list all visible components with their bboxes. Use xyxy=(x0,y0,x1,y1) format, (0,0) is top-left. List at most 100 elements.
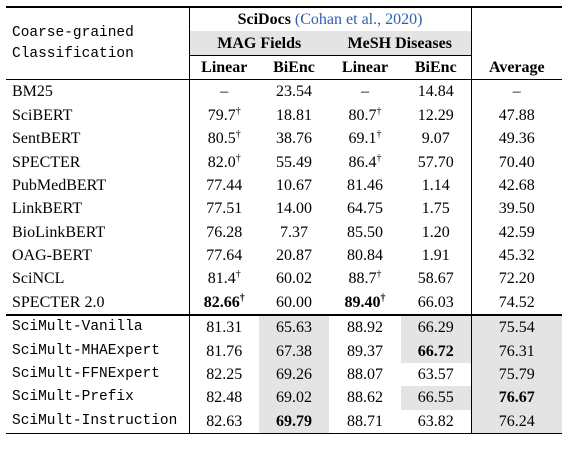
col-header-mesh-linear: Linear xyxy=(341,58,389,76)
cell-mesh-linear: 80.7† xyxy=(348,105,382,124)
cell-mesh-bienc: 63.82 xyxy=(401,409,472,435)
cell-mag-bienc: 7.37 xyxy=(280,223,308,241)
dataset-citation[interactable]: (Cohan et al., 2020) xyxy=(294,11,423,29)
cell-average: 75.54 xyxy=(470,314,563,340)
cell-average: 47.88 xyxy=(470,103,563,127)
model-name: SciMult-Prefix xyxy=(12,389,134,406)
cell-mesh-bienc: 66.72 xyxy=(401,339,472,363)
cell-mesh-linear: 88.7† xyxy=(348,269,382,288)
cell-mesh-bienc: 1.91 xyxy=(421,247,450,265)
table-row: SciMult-FFNExpert 82.25 69.26 88.07 63.5… xyxy=(6,362,563,387)
dagger-mark: † xyxy=(376,105,382,117)
col-header-average: Average xyxy=(470,55,563,80)
col-header-mag-bienc: BiEnc xyxy=(273,58,315,76)
cell-mesh-linear: 64.75 xyxy=(347,200,383,218)
table-row: BM25 – 23.54 – 14.84 – xyxy=(6,79,563,104)
cell-mag-linear: 82.48 xyxy=(188,386,259,410)
cell-mesh-bienc: 66.29 xyxy=(401,314,472,340)
cell-mag-linear: 81.31 xyxy=(188,314,259,340)
cell-mag-bienc: 10.67 xyxy=(276,176,312,194)
cell-average: 70.40 xyxy=(470,150,563,174)
cell-average: 76.31 xyxy=(470,339,563,363)
cell-mesh-linear: 88.92 xyxy=(329,314,401,340)
cell-mesh-linear: 69.1† xyxy=(348,129,382,148)
dagger-mark: † xyxy=(376,152,382,164)
cell-mag-bienc: 60.02 xyxy=(276,270,312,288)
table-row: SPECTER 82.0† 55.49 86.4† 57.70 70.40 xyxy=(6,150,563,174)
cell-mesh-bienc: 1.20 xyxy=(421,223,450,241)
cell-mag-linear: 82.25 xyxy=(188,362,259,387)
cell-mesh-linear: 88.71 xyxy=(329,409,401,435)
cell-mesh-bienc: 9.07 xyxy=(421,130,450,148)
cell-mag-linear: 76.28 xyxy=(188,220,259,244)
cell-average: 72.20 xyxy=(470,267,563,291)
cell-mag-bienc: 14.00 xyxy=(276,200,312,218)
cell-average: 76.24 xyxy=(470,409,563,435)
table-row: SciMult-MHAExpert 81.76 67.38 89.37 66.7… xyxy=(6,339,563,363)
cell-mesh-bienc: 1.75 xyxy=(421,200,450,218)
cell-average: – xyxy=(470,79,563,104)
cell-mesh-linear: 89.40† xyxy=(344,292,386,311)
cell-mesh-linear: 86.4† xyxy=(348,152,382,171)
cell-mag-linear: 81.76 xyxy=(188,339,259,363)
dagger-mark: † xyxy=(239,292,245,304)
dagger-mark: † xyxy=(376,129,382,141)
cell-mag-bienc: 38.76 xyxy=(276,130,312,148)
table-row: BioLinkBERT 76.28 7.37 85.50 1.20 42.59 xyxy=(6,220,563,244)
model-name: SciMult-Vanilla xyxy=(6,314,189,340)
cell-mesh-bienc: 58.67 xyxy=(417,270,454,288)
group-header-mag: MAG Fields xyxy=(188,31,329,56)
cell-mag-bienc: 55.49 xyxy=(276,153,312,171)
average-header-spacer xyxy=(470,5,563,32)
cell-mag-linear: 81.4† xyxy=(188,267,259,291)
model-name: SPECTER xyxy=(12,153,81,171)
cell-mag-bienc: 69.02 xyxy=(259,386,329,410)
model-name: SciMult-MHAExpert xyxy=(12,342,160,359)
cell-mag-bienc: 18.81 xyxy=(276,106,312,124)
table-row: SciNCL 81.4† 60.02 88.7† 58.67 72.20 xyxy=(6,267,563,291)
model-name: OAG-BERT xyxy=(12,247,92,265)
cell-mesh-bienc: 1.14 xyxy=(421,176,450,194)
cell-mag-linear: 80.5† xyxy=(188,126,259,151)
dagger-mark: † xyxy=(376,269,382,281)
corner-header: Coarse-grained Classification xyxy=(6,6,189,80)
model-name: BM25 xyxy=(6,79,189,104)
cell-mesh-bienc: 14.84 xyxy=(401,79,472,104)
cell-average: 39.50 xyxy=(470,197,563,221)
cell-mesh-linear: 85.50 xyxy=(347,223,383,241)
cell-mesh-linear: 89.37 xyxy=(347,342,383,360)
table-row: SciMult-Prefix 82.48 69.02 88.62 66.55 7… xyxy=(6,386,563,410)
cell-average: 75.79 xyxy=(470,362,563,387)
table-row: SPECTER 2.0 82.66† 60.00 89.40† 66.03 74… xyxy=(6,290,563,316)
group-header-mesh: MeSH Diseases xyxy=(329,31,472,56)
model-name: SciMult-FFNExpert xyxy=(12,366,160,383)
model-name: SciNCL xyxy=(12,270,65,288)
model-name: SciMult-Instruction xyxy=(6,409,189,435)
cell-mag-linear: 77.51 xyxy=(188,197,259,221)
cell-mesh-bienc: 12.29 xyxy=(417,106,454,124)
model-name: SentBERT xyxy=(12,130,81,148)
cell-mag-bienc: 65.63 xyxy=(259,314,329,340)
dagger-mark: † xyxy=(235,105,241,117)
model-name: PubMedBERT xyxy=(12,176,107,194)
results-table: Coarse-grained Classification SciDocs (C… xyxy=(6,5,563,435)
dataset-name: SciDocs xyxy=(237,11,291,29)
model-name: SPECTER 2.0 xyxy=(12,293,105,311)
cell-mag-linear: 77.64 xyxy=(188,243,259,268)
cell-average: 42.59 xyxy=(470,220,563,244)
table-row: SentBERT 80.5† 38.76 69.1† 9.07 49.36 xyxy=(6,126,563,151)
corner-line-2: Classification xyxy=(12,45,134,62)
cell-mag-bienc: 69.26 xyxy=(259,362,329,387)
cell-mag-linear: 77.44 xyxy=(188,173,259,198)
cell-mesh-bienc: 66.55 xyxy=(401,386,472,410)
cell-mag-linear: 82.63 xyxy=(188,409,259,435)
dagger-mark: † xyxy=(380,292,386,304)
cell-mag-bienc: 23.54 xyxy=(259,79,329,104)
cell-average: 45.32 xyxy=(470,243,563,268)
table-row: PubMedBERT 77.44 10.67 81.46 1.14 42.68 xyxy=(6,173,563,198)
model-name: LinkBERT xyxy=(12,200,83,218)
results-table-container: Coarse-grained Classification SciDocs (C… xyxy=(6,5,563,435)
cell-mag-bienc: 67.38 xyxy=(259,339,329,363)
cell-mag-bienc: 69.79 xyxy=(259,409,329,435)
cell-mesh-linear: 81.46 xyxy=(347,176,383,194)
